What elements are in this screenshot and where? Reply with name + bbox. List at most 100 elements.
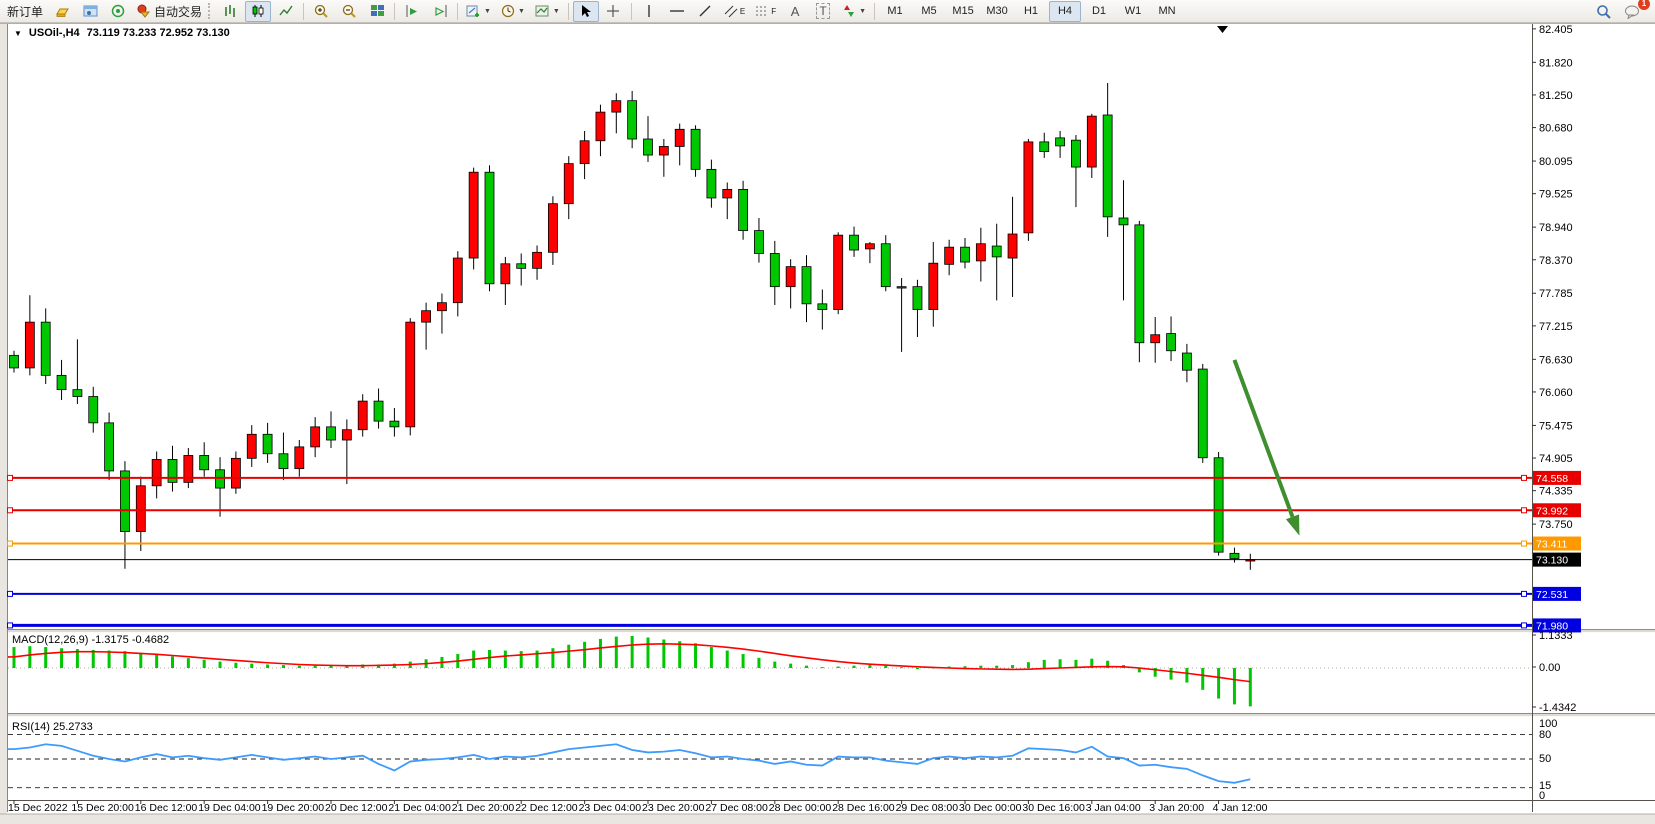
support-line-blue-1[interactable] — [7, 590, 1533, 597]
horizontal-line-icon[interactable] — [664, 1, 690, 22]
svg-text:0.00: 0.00 — [1539, 662, 1560, 674]
trendline-icon[interactable] — [692, 1, 718, 22]
auto-trading-button[interactable]: 自动交易 — [133, 1, 206, 22]
svg-text:28 Dec 16:00: 28 Dec 16:00 — [832, 802, 895, 814]
resistance-line-1-tag: 74.558 — [1533, 470, 1581, 485]
svg-text:30 Dec 00:00: 30 Dec 00:00 — [959, 802, 1022, 814]
svg-text:1.1333: 1.1333 — [1539, 630, 1573, 642]
svg-text:3 Jan 04:00: 3 Jan 04:00 — [1086, 802, 1141, 814]
svg-text:72.531: 72.531 — [1536, 589, 1568, 601]
price-axis[interactable]: 82.405 81.820 81.250 80.680 80.095 79.525 78.9… — [8, 24, 1655, 812]
time-axis[interactable]: 15 Dec 2022 15 Dec 20:00 16 Dec 12:00 19 De… — [8, 800, 1268, 814]
support-line-orange-tag: 73.411 — [1533, 536, 1581, 551]
zoom-out-icon[interactable] — [336, 1, 362, 22]
timeframe-MN-button[interactable]: MN — [1158, 5, 1176, 17]
svg-text:23 Dec 04:00: 23 Dec 04:00 — [579, 802, 642, 814]
svg-text:3 Jan 20:00: 3 Jan 20:00 — [1149, 802, 1204, 814]
timeframe-H4-button[interactable]: H4 — [1049, 0, 1082, 22]
chart-title-bar: ▼ USOil-,H4 73.119 73.233 72.952 73.130 — [14, 27, 230, 39]
template-icon — [535, 5, 549, 17]
auto-scroll-icon[interactable] — [399, 1, 425, 22]
chevron-down-icon: ▼ — [552, 7, 560, 15]
chevron-down-icon: ▼ — [517, 7, 525, 15]
chat-icon — [1624, 5, 1639, 19]
tile-windows-icon[interactable] — [364, 1, 390, 22]
svg-text:74.905: 74.905 — [1539, 453, 1573, 465]
svg-text:4 Jan 12:00: 4 Jan 12:00 — [1213, 802, 1268, 814]
chart-shift-icon[interactable] — [427, 1, 453, 22]
candlestick-series[interactable] — [9, 82, 1256, 570]
fibonacci-icon[interactable]: F — [751, 1, 780, 22]
svg-text:23 Dec 20:00: 23 Dec 20:00 — [642, 802, 705, 814]
crosshair-icon[interactable] — [601, 1, 627, 22]
support-line-blue-2[interactable] — [7, 622, 1533, 629]
svg-text:28 Dec 00:00: 28 Dec 00:00 — [769, 802, 832, 814]
timeframe-group: M1 M5 M15 M30 H1 H4 D1 W1 MN — [878, 0, 1184, 22]
text-t-label: T — [816, 3, 830, 19]
templates-button[interactable]: ▼ — [531, 1, 564, 22]
line-chart-icon[interactable] — [273, 1, 299, 22]
svg-text:21 Dec 04:00: 21 Dec 04:00 — [388, 802, 451, 814]
arrows-tool-button[interactable]: ▼ — [838, 1, 870, 22]
add-indicator-icon — [466, 5, 480, 17]
chevron-down-icon: ▼ — [859, 7, 867, 15]
auto-trading-label: 自动交易 — [154, 4, 203, 19]
vertical-line-icon[interactable] — [636, 1, 662, 22]
svg-text:81.820: 81.820 — [1539, 57, 1573, 69]
text-label-icon[interactable]: T — [810, 1, 836, 22]
trend-arrow-object[interactable] — [1232, 359, 1300, 536]
resistance-line-2[interactable] — [7, 507, 1533, 514]
svg-text:19 Dec 04:00: 19 Dec 04:00 — [198, 802, 261, 814]
svg-text:27 Dec 08:00: 27 Dec 08:00 — [705, 802, 768, 814]
new-order-button[interactable]: 新订单 — [3, 1, 47, 22]
support-line-orange[interactable] — [7, 540, 1533, 547]
chart-shift-marker[interactable] — [1217, 26, 1228, 33]
timeframe-D1-button[interactable]: D1 — [1091, 5, 1107, 17]
text-a-label: A — [790, 3, 800, 19]
search-icon[interactable] — [1591, 1, 1617, 22]
svg-text:74.558: 74.558 — [1536, 473, 1568, 485]
window-frame — [0, 23, 1655, 824]
periods-button[interactable]: ▼ — [497, 1, 529, 22]
one-click-collapse-icon[interactable]: ▼ — [14, 28, 22, 38]
bar-chart-icon[interactable] — [217, 1, 243, 22]
svg-text:30 Dec 16:00: 30 Dec 16:00 — [1022, 802, 1085, 814]
svg-text:78.940: 78.940 — [1539, 222, 1573, 234]
svg-text:15 Dec 2022: 15 Dec 2022 — [8, 802, 68, 814]
chat-button[interactable]: 1 — [1619, 0, 1650, 22]
terminal-icon[interactable] — [77, 1, 103, 22]
gold-icon[interactable] — [49, 1, 75, 22]
text-icon[interactable]: A — [782, 1, 808, 22]
svg-text:75.475: 75.475 — [1539, 420, 1573, 432]
macd-pane[interactable]: MACD(12,26,9) -1.3175 -0.4682 1.1333 0.00 -… — [8, 630, 1576, 714]
timeframe-H1-button[interactable]: H1 — [1023, 5, 1039, 17]
svg-text:22 Dec 12:00: 22 Dec 12:00 — [515, 802, 578, 814]
arrows-tool-icon — [844, 5, 855, 17]
chevron-down-icon: ▼ — [484, 7, 491, 15]
svg-text:50: 50 — [1539, 753, 1551, 765]
auto-trading-icon — [137, 4, 151, 18]
timeframe-M30-button[interactable]: M30 — [986, 5, 1008, 17]
svg-text:79.525: 79.525 — [1539, 189, 1573, 201]
signal-icon[interactable] — [105, 1, 131, 22]
zoom-in-icon[interactable] — [308, 1, 334, 22]
svg-text:76.630: 76.630 — [1539, 354, 1573, 366]
timeframe-W1-button[interactable]: W1 — [1124, 5, 1142, 17]
fibo-f-label: F — [771, 6, 777, 16]
chart-ohlc-values: 73.119 73.233 72.952 73.130 — [86, 27, 230, 39]
cursor-icon[interactable] — [572, 0, 599, 22]
candlestick-chart-icon[interactable] — [245, 0, 272, 22]
timeframe-M5-button[interactable]: M5 — [921, 5, 937, 17]
timeframe-M1-button[interactable]: M1 — [887, 5, 903, 17]
macd-label: MACD(12,26,9) -1.3175 -0.4682 — [12, 634, 169, 646]
macd-rsi-separator — [8, 713, 1655, 717]
add-indicator-button[interactable]: ▼ — [462, 1, 495, 22]
svg-text:21 Dec 20:00: 21 Dec 20:00 — [452, 802, 515, 814]
bid-price-tag: 73.130 — [1533, 552, 1581, 567]
svg-text:16 Dec 12:00: 16 Dec 12:00 — [135, 802, 198, 814]
equidistant-channel-icon[interactable]: E — [720, 1, 749, 22]
timeframe-M15-button[interactable]: M15 — [952, 5, 974, 17]
svg-text:71.980: 71.980 — [1536, 620, 1568, 632]
